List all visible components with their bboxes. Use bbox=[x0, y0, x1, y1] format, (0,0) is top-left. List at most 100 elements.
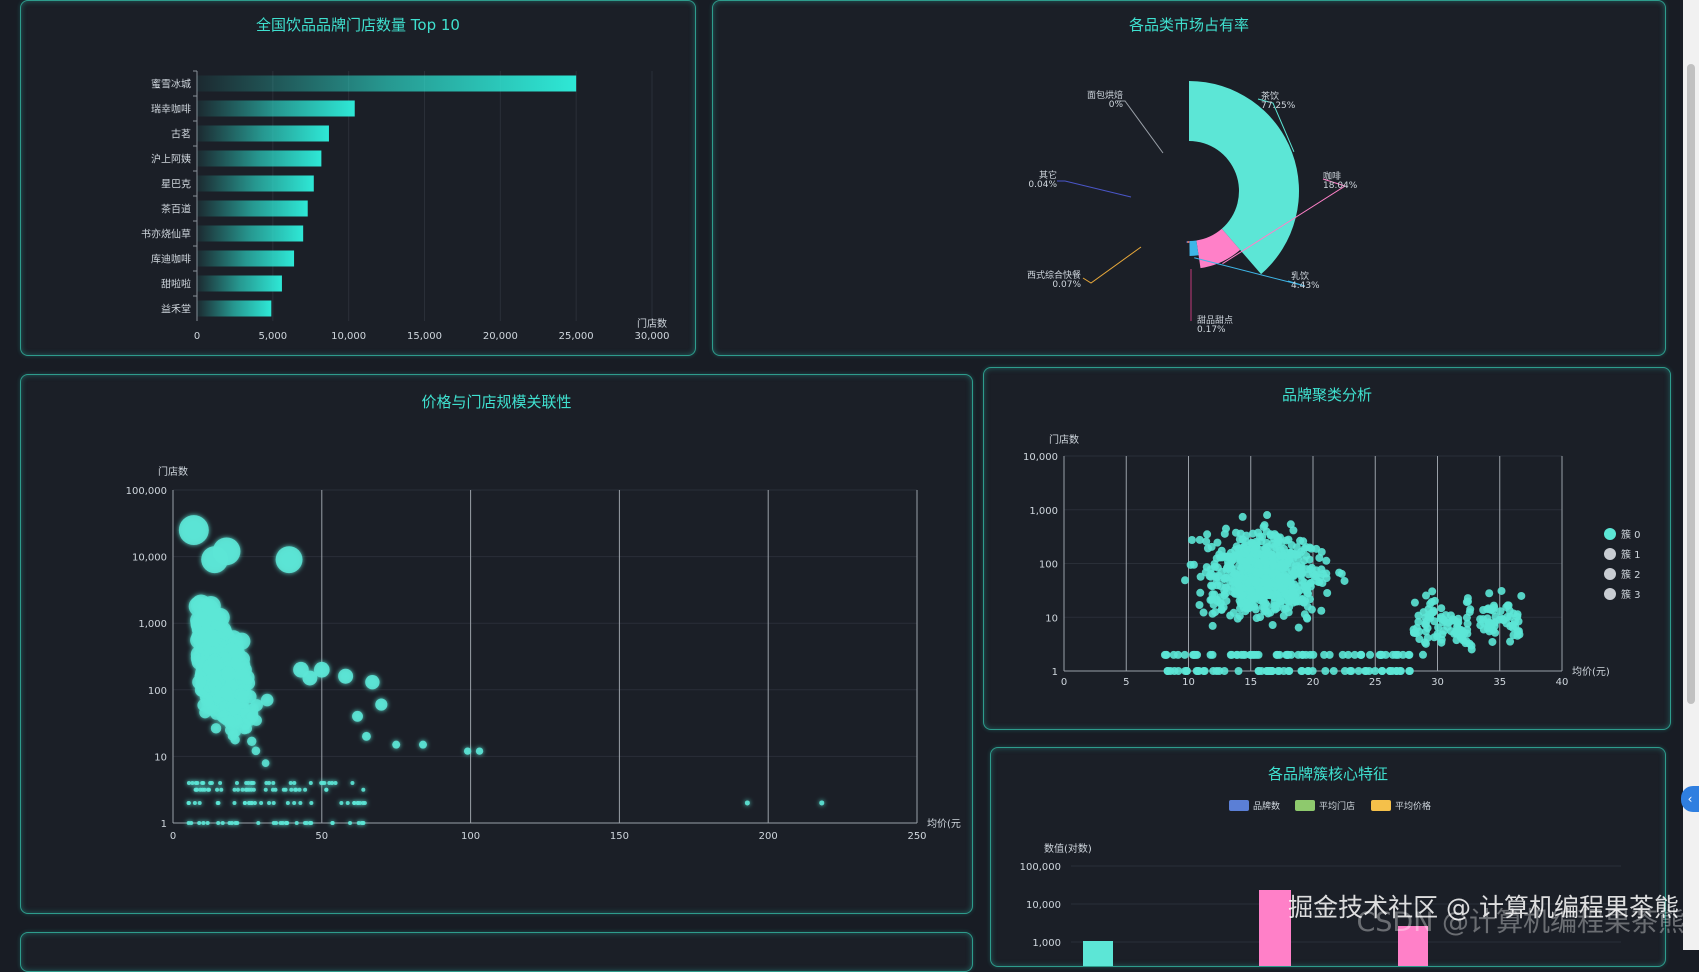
bar-xaxis-name: 门店数 bbox=[637, 317, 667, 330]
cluster-point bbox=[1292, 543, 1301, 552]
cluster-point bbox=[1279, 551, 1288, 560]
cluster-point bbox=[1193, 650, 1202, 659]
price-point bbox=[209, 781, 214, 786]
price-point bbox=[361, 821, 366, 825]
cluster-point bbox=[1294, 623, 1303, 632]
price-point bbox=[271, 801, 276, 806]
pie-label-name: 茶饮 bbox=[1261, 90, 1279, 102]
bottom-panel-partial bbox=[20, 932, 973, 972]
cluster-point bbox=[1312, 566, 1321, 575]
pie-label-name: 乳饮 bbox=[1291, 270, 1309, 282]
chevron-left-icon[interactable]: ‹ bbox=[1681, 786, 1699, 812]
cluster-point bbox=[1181, 576, 1190, 585]
price-point bbox=[463, 747, 472, 755]
cluster-point bbox=[1219, 603, 1228, 612]
price-point bbox=[220, 821, 225, 825]
cluster-point bbox=[1287, 650, 1296, 659]
bar-8 bbox=[197, 250, 295, 267]
cluster-point bbox=[1414, 617, 1423, 626]
cluster-point bbox=[1488, 637, 1497, 646]
cluster-point bbox=[1458, 634, 1467, 643]
price-point bbox=[475, 747, 484, 755]
cluster-point bbox=[1222, 563, 1231, 572]
price-point bbox=[259, 801, 264, 806]
cluster-point bbox=[1208, 582, 1217, 591]
bar-7 bbox=[197, 225, 304, 242]
cluster-point bbox=[1322, 574, 1331, 583]
cluster-point bbox=[1242, 562, 1251, 571]
cluster-xtick-label: 15 bbox=[1244, 677, 1257, 688]
price-point bbox=[293, 787, 298, 792]
price-point bbox=[197, 821, 202, 825]
bar-category-label: 星巴克 bbox=[161, 179, 191, 191]
price-point bbox=[281, 787, 286, 792]
cluster-point bbox=[1306, 582, 1315, 591]
price-point bbox=[330, 821, 335, 825]
cluster-point bbox=[1462, 613, 1471, 622]
cluster-point bbox=[1220, 529, 1229, 538]
cluster-xtick-label: 30 bbox=[1431, 677, 1444, 688]
cluster-points bbox=[1160, 511, 1526, 675]
cluster-point bbox=[1350, 650, 1359, 659]
cluster-point bbox=[1291, 561, 1300, 570]
cluster-point bbox=[1305, 543, 1314, 552]
price-point bbox=[327, 781, 332, 786]
price-yaxis-name: 门店数 bbox=[158, 465, 188, 478]
cluster-point bbox=[1254, 561, 1263, 570]
price-point bbox=[289, 787, 294, 792]
cluster-point bbox=[1243, 545, 1252, 554]
pie-label-line bbox=[1082, 246, 1142, 284]
cluster-point bbox=[1275, 574, 1284, 583]
cluster-point bbox=[1298, 667, 1307, 675]
price-point bbox=[309, 801, 314, 806]
cluster-point bbox=[1365, 667, 1374, 675]
price-point bbox=[235, 787, 240, 792]
cluster-point bbox=[1325, 650, 1334, 659]
price-point bbox=[292, 801, 297, 806]
cluster-point bbox=[1180, 650, 1189, 659]
cluster-point bbox=[1302, 613, 1311, 622]
price-point bbox=[216, 821, 221, 825]
cluster-point bbox=[1299, 598, 1308, 607]
cluster-point bbox=[1304, 570, 1313, 579]
cluster-point bbox=[1307, 605, 1316, 614]
cluster-point bbox=[1485, 589, 1494, 598]
page-scrollbar[interactable] bbox=[1683, 0, 1699, 950]
price-xaxis-name: 均价(元 bbox=[927, 818, 961, 830]
price-point bbox=[228, 729, 239, 740]
cluster-point bbox=[1268, 621, 1277, 630]
cluster-ytick-label: 10,000 bbox=[1023, 452, 1058, 463]
cluster-point bbox=[1434, 623, 1443, 632]
price-point bbox=[345, 801, 350, 806]
cluster-point bbox=[1285, 667, 1294, 675]
feature-legend-label: 品牌数 bbox=[1253, 800, 1280, 812]
bar-category-label: 瑞幸咖啡 bbox=[151, 104, 191, 116]
price-point bbox=[250, 781, 255, 786]
cluster-legend-marker bbox=[1604, 548, 1616, 560]
price-point bbox=[744, 800, 750, 806]
price-point bbox=[251, 787, 256, 792]
feature-legend-swatch bbox=[1295, 800, 1315, 811]
price-xtick-label: 250 bbox=[907, 831, 926, 842]
cluster-point bbox=[1378, 667, 1387, 675]
price-point bbox=[375, 698, 388, 711]
pie-label-line bbox=[1257, 98, 1295, 153]
price-ytick-label: 1,000 bbox=[138, 619, 167, 630]
cluster-point bbox=[1476, 621, 1485, 630]
bar-category-label: 茶百道 bbox=[161, 203, 191, 216]
price-xtick-label: 150 bbox=[610, 831, 629, 842]
cluster-xtick-label: 20 bbox=[1307, 677, 1320, 688]
pie-slice bbox=[1189, 240, 1199, 256]
bar-4 bbox=[197, 150, 322, 167]
cluster-point bbox=[1410, 598, 1419, 607]
price-point bbox=[294, 821, 299, 825]
pie-label-value: 0.17% bbox=[1197, 325, 1226, 335]
cluster-scatter-title: 品牌聚类分析 bbox=[1281, 386, 1372, 404]
cluster-point bbox=[1250, 595, 1259, 604]
cluster-point bbox=[1238, 535, 1247, 544]
scrollbar-thumb[interactable] bbox=[1687, 64, 1695, 704]
cluster-point bbox=[1429, 606, 1438, 615]
cluster-ytick-label: 1 bbox=[1052, 667, 1058, 678]
cluster-point bbox=[1354, 667, 1363, 675]
cluster-point bbox=[1437, 604, 1446, 613]
